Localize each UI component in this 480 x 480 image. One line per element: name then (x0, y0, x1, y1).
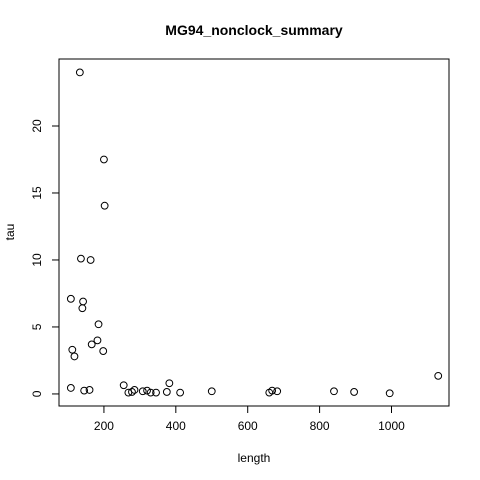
data-point (207, 387, 216, 396)
data-point (75, 68, 84, 77)
data-point (138, 387, 147, 396)
chart-title: MG94_nonclock_summary (165, 22, 343, 38)
data-point (87, 340, 96, 349)
data-point (176, 388, 185, 397)
data-point (128, 388, 136, 396)
data-point (330, 387, 338, 396)
data-point (80, 386, 89, 395)
y-tick-label: 20 (30, 119, 44, 133)
data-point (93, 336, 102, 345)
data-point (146, 388, 155, 397)
data-point (100, 201, 109, 210)
data-point (99, 347, 108, 355)
y-axis-label: tau (3, 224, 17, 241)
x-tick-label: 800 (310, 419, 330, 433)
x-tick-label: 200 (94, 419, 114, 433)
data-point (79, 297, 87, 306)
data-point (434, 371, 443, 380)
data-point (385, 389, 394, 398)
y-tick-label: 10 (30, 253, 44, 267)
x-axis: 200 400 600 800 1000 (94, 405, 405, 433)
data-point (66, 294, 75, 303)
data-point (130, 386, 139, 394)
y-axis: 0 5 10 15 20 (30, 119, 60, 397)
data-point (68, 345, 77, 354)
data-point (86, 256, 95, 264)
y-tick-label: 15 (30, 186, 44, 200)
y-tick-label: 5 (30, 323, 44, 330)
data-point (273, 387, 282, 396)
y-tick-label: 0 (30, 390, 44, 397)
x-tick-label: 1000 (378, 419, 405, 433)
data-point (165, 379, 174, 388)
data-point (268, 386, 277, 395)
data-point (119, 381, 128, 390)
data-point (152, 388, 160, 397)
data-point (66, 384, 75, 392)
data-point (77, 254, 85, 263)
plot-frame (58, 58, 450, 407)
data-points (66, 68, 443, 398)
data-point (94, 320, 103, 329)
data-point (350, 388, 359, 396)
data-point (78, 304, 87, 313)
x-tick-label: 600 (238, 419, 258, 433)
data-point (70, 352, 79, 361)
x-tick-label: 400 (166, 419, 186, 433)
data-point (85, 386, 94, 394)
data-point (100, 155, 108, 164)
data-point (162, 388, 171, 396)
x-axis-label: length (238, 451, 271, 465)
